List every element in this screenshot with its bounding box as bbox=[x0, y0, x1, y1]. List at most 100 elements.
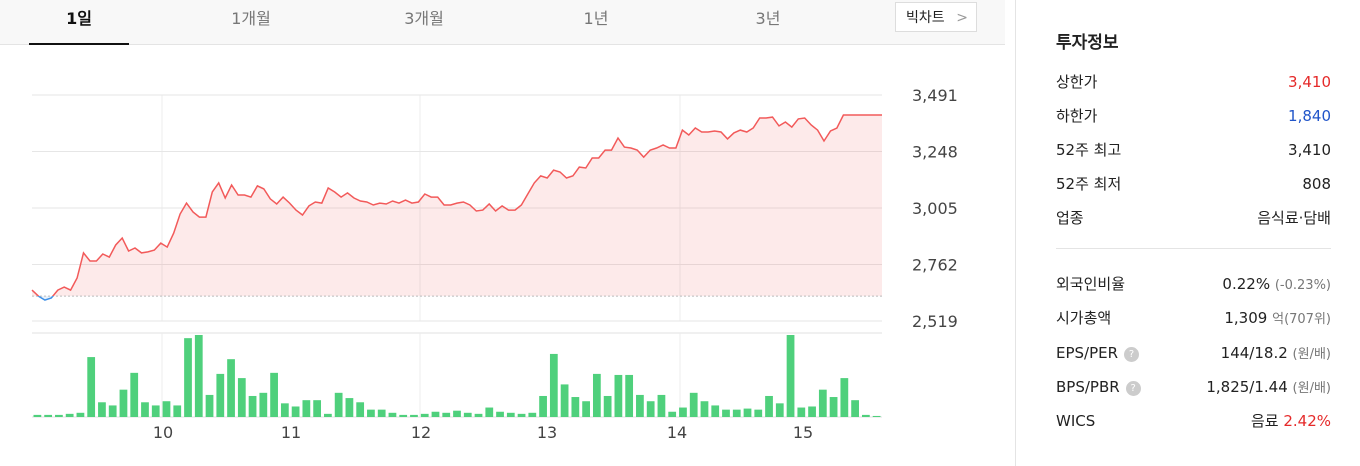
volume-bar bbox=[65, 413, 74, 417]
volume-bar bbox=[324, 413, 332, 417]
button-label: 빅차트 bbox=[906, 10, 945, 26]
volume-bar bbox=[732, 409, 741, 417]
price-area-down bbox=[38, 296, 53, 301]
volume-bar bbox=[291, 406, 300, 417]
volume-bar bbox=[237, 378, 246, 417]
info-row: 52주 최저 808 bbox=[1056, 172, 1331, 196]
volume-bar bbox=[679, 407, 687, 417]
volume-bar bbox=[399, 414, 408, 417]
price-area bbox=[32, 115, 882, 297]
chevron: > bbox=[956, 10, 968, 26]
volume-bar bbox=[775, 403, 784, 417]
volume-bar bbox=[184, 338, 192, 417]
volume-bar bbox=[851, 400, 859, 417]
volume-bar bbox=[818, 389, 827, 417]
value: 1,309 bbox=[1224, 309, 1268, 327]
panel-title: 투자정보 bbox=[1056, 33, 1119, 53]
volume-bar bbox=[786, 335, 795, 417]
label: 상한가 bbox=[1056, 73, 1098, 91]
x-tick-label: 10 bbox=[153, 423, 173, 442]
volume-bar bbox=[829, 397, 838, 417]
volume-bar bbox=[722, 409, 730, 417]
volume-bar bbox=[302, 400, 311, 417]
volume-bar bbox=[453, 410, 461, 417]
info-row: 52주 최고 3,410 bbox=[1056, 138, 1331, 162]
volume-bar bbox=[280, 403, 289, 417]
tab-bar: 1일 1개월 3개월 1년 3년 빅차트 > bbox=[0, 0, 1005, 45]
volume-bar bbox=[496, 411, 504, 417]
volume-bar bbox=[743, 408, 752, 417]
value: 음료 bbox=[1250, 412, 1279, 430]
tab[interactable]: 3년 bbox=[755, 9, 781, 28]
value: 0.22% bbox=[1222, 275, 1271, 293]
label: EPS/PER bbox=[1056, 344, 1119, 362]
volume-bar bbox=[367, 409, 375, 417]
info-row: BPS/PBR? 1,825/1.44 (원/배) bbox=[1056, 375, 1331, 399]
x-tick-label: 11 bbox=[281, 423, 301, 442]
value: 1,825/1.44 bbox=[1206, 378, 1288, 396]
volume-bar bbox=[657, 394, 666, 417]
info-row: 상한가 3,410 bbox=[1056, 70, 1331, 94]
volume-bar bbox=[55, 414, 63, 417]
volume-bar bbox=[603, 395, 612, 417]
label: 시가총액 bbox=[1056, 309, 1112, 327]
unit: (원/배) bbox=[1292, 347, 1331, 362]
volume-bar bbox=[539, 395, 547, 417]
info-row: 시가총액 1,309 억(707위) bbox=[1056, 306, 1331, 330]
value: 1,840 bbox=[1288, 107, 1331, 125]
volume-bar bbox=[646, 401, 655, 417]
volume-bar bbox=[549, 353, 558, 417]
y-tick-label: 2,762 bbox=[912, 256, 958, 275]
volume-bar bbox=[87, 357, 96, 417]
volume-bar bbox=[474, 413, 483, 417]
volume-bar bbox=[334, 392, 343, 417]
volume-bar bbox=[194, 335, 203, 417]
tab[interactable]: 1년 bbox=[583, 9, 609, 28]
volume-bar bbox=[754, 409, 763, 417]
volume-bar bbox=[388, 412, 397, 417]
volume-bar bbox=[345, 398, 354, 417]
volume-bar bbox=[173, 405, 182, 417]
volume-bar bbox=[431, 411, 440, 417]
volume-bar bbox=[528, 412, 537, 417]
volume-bar bbox=[356, 402, 365, 417]
info-row: WICS 음료 2.42% bbox=[1056, 409, 1331, 433]
volume-bar bbox=[377, 409, 386, 417]
label: BPS/PBR bbox=[1056, 378, 1120, 396]
tab[interactable]: 3개월 bbox=[404, 9, 444, 28]
label: 52주 최고 bbox=[1056, 141, 1122, 159]
info-row: 업종 음식료·담배 bbox=[1056, 206, 1331, 230]
tab[interactable]: 1일 bbox=[29, 0, 129, 45]
volume-bar bbox=[861, 414, 870, 417]
x-tick-label: 14 bbox=[667, 423, 687, 442]
label: 외국인비율 bbox=[1056, 275, 1126, 293]
volume-bar bbox=[592, 373, 601, 417]
volume-bar bbox=[248, 395, 257, 417]
divider bbox=[1056, 248, 1331, 249]
volume-bar bbox=[506, 412, 515, 417]
info-row: 외국인비율 0.22% (-0.23%) bbox=[1056, 272, 1331, 296]
volume-bar bbox=[614, 374, 623, 417]
volume-bar bbox=[485, 407, 494, 417]
unit: 억(707위) bbox=[1272, 312, 1331, 327]
help-icon[interactable]: ? bbox=[1125, 381, 1141, 396]
value: 음식료·담배 bbox=[1257, 209, 1331, 227]
info-row: EPS/PER? 144/18.2 (원/배) bbox=[1056, 341, 1331, 365]
info-row: 하한가 1,840 bbox=[1056, 104, 1331, 128]
volume-bar bbox=[700, 401, 709, 417]
x-tick-label: 13 bbox=[537, 423, 557, 442]
volume-bar bbox=[205, 394, 214, 417]
x-tick-label: 15 bbox=[793, 423, 813, 442]
help-icon[interactable]: ? bbox=[1124, 347, 1140, 362]
volume-bar bbox=[636, 394, 644, 417]
label: 업종 bbox=[1056, 209, 1084, 227]
change: (-0.23%) bbox=[1274, 278, 1331, 293]
volume-bar bbox=[625, 374, 634, 417]
volume-bar bbox=[582, 401, 590, 417]
volume-bar bbox=[44, 414, 53, 417]
big-chart-button[interactable]: 빅차트 > bbox=[895, 2, 977, 32]
volume-bar bbox=[227, 359, 235, 417]
tab[interactable]: 1개월 bbox=[231, 9, 271, 28]
volume-bar bbox=[872, 415, 881, 417]
